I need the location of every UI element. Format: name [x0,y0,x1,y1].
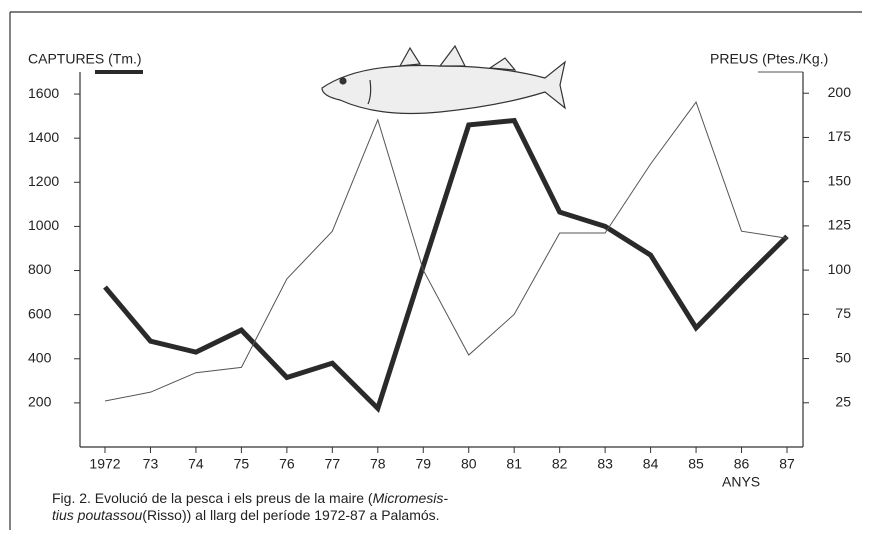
x-tick-label: 74 [188,456,204,472]
y2-tick-label: 100 [828,261,852,277]
x-tick-label: 77 [325,456,341,472]
x-tick-label: 78 [370,456,386,472]
y2-tick-label: 200 [828,84,852,100]
caption-line: tius poutassou(Risso)) al llarg del perí… [52,507,448,524]
y-tick-label: 1200 [28,173,59,189]
y2-tick-label: 175 [828,128,852,144]
y2-tick-label: 25 [835,393,851,409]
x-tick-label: 79 [415,456,431,472]
x-tick-label: 87 [779,456,795,472]
x-tick-label: 1972 [89,456,120,472]
x-tick-label: 84 [643,456,659,472]
y2-tick-label: 75 [835,305,851,321]
y2-axis-title: PREUS (Ptes./Kg.) [710,51,828,67]
caption-text: (Risso)) al llarg del període 1972-87 a … [142,507,439,523]
y-tick-label: 1400 [28,129,59,145]
caption: Fig. 2. Evolució de la pesca i els preus… [52,490,448,524]
x-tick-label: 75 [234,456,250,472]
y-tick-label: 400 [28,349,52,365]
fish-illustration [322,46,565,114]
x-tick-label: 80 [461,456,477,472]
x-tick-label: 82 [552,456,568,472]
caption-text: Fig. 2. Evolució de la pesca i els preus… [52,490,373,506]
catch-line [105,121,787,409]
y2-tick-label: 50 [835,349,851,365]
x-tick-label: 76 [279,456,295,472]
y-tick-label: 1600 [28,85,59,101]
x-tick-label: 85 [688,456,704,472]
caption-text: tius poutassou [52,507,142,523]
y-tick-label: 200 [28,394,52,410]
price-line [105,102,787,401]
caption-text: Micromesis- [373,490,448,506]
x-tick-label: 73 [143,456,159,472]
y-tick-label: 1000 [28,217,59,233]
y2-tick-label: 125 [828,217,852,233]
y2-tick-label: 150 [828,172,852,188]
caption-line: Fig. 2. Evolució de la pesca i els preus… [52,490,448,507]
y-tick-label: 800 [28,261,52,277]
x-tick-label: 86 [734,456,750,472]
x-tick-label: 83 [597,456,613,472]
chart: CAPTURES (Tm.) PREUS (Ptes./Kg.) ANYS 20… [0,0,870,535]
y-tick-label: 600 [28,305,52,321]
x-axis-title: ANYS [722,474,760,490]
y-axis-title: CAPTURES (Tm.) [28,51,142,67]
x-tick-label: 81 [506,456,522,472]
